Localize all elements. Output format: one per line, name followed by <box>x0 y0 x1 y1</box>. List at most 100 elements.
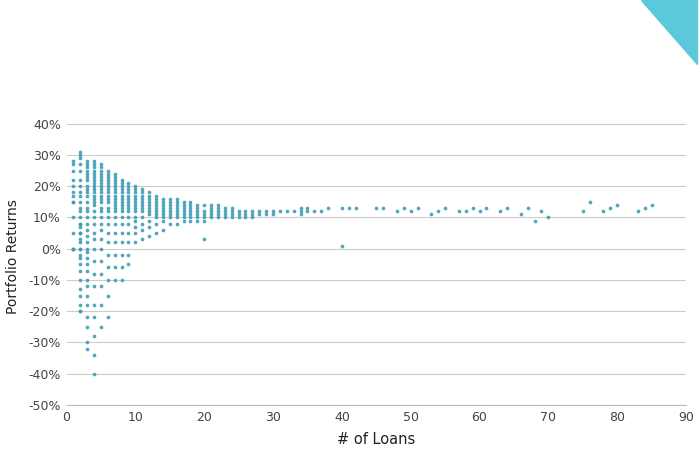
Point <box>123 180 134 187</box>
Point <box>82 292 92 299</box>
Point <box>612 201 623 208</box>
Point <box>178 211 189 218</box>
Point <box>192 211 203 218</box>
Point <box>598 207 609 215</box>
Point <box>136 226 148 234</box>
Point <box>158 214 169 221</box>
Point <box>68 161 79 168</box>
Point <box>212 211 223 218</box>
Point <box>274 207 286 215</box>
Point <box>88 195 99 202</box>
Point <box>95 180 106 187</box>
Point <box>102 192 113 199</box>
Point <box>75 223 86 230</box>
Point <box>171 211 182 218</box>
Point <box>123 261 134 268</box>
Point <box>260 207 272 215</box>
Point <box>130 201 141 208</box>
Point <box>75 230 86 237</box>
Point <box>82 283 92 290</box>
Point <box>102 207 113 215</box>
Point <box>136 195 148 202</box>
Point <box>529 217 540 224</box>
Point <box>88 176 99 184</box>
Point <box>123 239 134 246</box>
Point <box>219 207 230 215</box>
Point <box>82 220 92 227</box>
Point <box>240 207 251 215</box>
Point <box>109 214 120 221</box>
Point <box>75 261 86 268</box>
Point <box>185 217 196 224</box>
Point <box>95 270 106 277</box>
Point <box>412 204 423 212</box>
Point <box>212 204 223 212</box>
Point <box>82 161 92 168</box>
Point <box>102 264 113 271</box>
Point <box>240 211 251 218</box>
Point <box>95 302 106 309</box>
Point <box>68 245 79 252</box>
Point <box>123 195 134 202</box>
Point <box>88 164 99 171</box>
Point <box>536 207 547 215</box>
Point <box>116 252 127 259</box>
Point <box>336 242 347 249</box>
Point <box>95 214 106 221</box>
Point <box>95 192 106 199</box>
Point <box>171 201 182 208</box>
Point <box>116 207 127 215</box>
Point <box>178 207 189 215</box>
Point <box>123 192 134 199</box>
Point <box>144 195 155 202</box>
Point <box>130 198 141 205</box>
Point <box>68 176 79 184</box>
Point <box>123 207 134 215</box>
Point <box>75 161 86 168</box>
Point <box>75 214 86 221</box>
Point <box>281 207 293 215</box>
Point <box>88 201 99 208</box>
Point <box>144 211 155 218</box>
Point <box>164 198 175 205</box>
Point <box>102 214 113 221</box>
Point <box>109 239 120 246</box>
Point <box>391 207 402 215</box>
Point <box>130 230 141 237</box>
Point <box>82 248 92 256</box>
Point <box>501 204 512 212</box>
Point <box>185 201 196 208</box>
Point <box>88 230 99 237</box>
Point <box>178 198 189 205</box>
Point <box>102 220 113 227</box>
Point <box>116 176 127 184</box>
Point <box>295 204 306 212</box>
Point <box>116 195 127 202</box>
Point <box>102 195 113 202</box>
Point <box>109 198 120 205</box>
Point <box>75 198 86 205</box>
Point <box>150 192 162 199</box>
Point <box>123 204 134 212</box>
Point <box>158 198 169 205</box>
Point <box>109 207 120 215</box>
Point <box>82 192 92 199</box>
Point <box>82 158 92 165</box>
Point <box>323 204 334 212</box>
Point <box>75 245 86 252</box>
Point <box>88 186 99 193</box>
Point <box>88 189 99 196</box>
Point <box>82 164 92 171</box>
Point <box>88 220 99 227</box>
Point <box>206 214 217 221</box>
Point <box>88 183 99 190</box>
Point <box>158 201 169 208</box>
Point <box>75 230 86 237</box>
Point <box>68 183 79 190</box>
Point <box>109 230 120 237</box>
Point <box>68 192 79 199</box>
Point <box>405 207 416 215</box>
Point <box>247 207 258 215</box>
Point <box>109 276 120 284</box>
Point <box>144 233 155 240</box>
